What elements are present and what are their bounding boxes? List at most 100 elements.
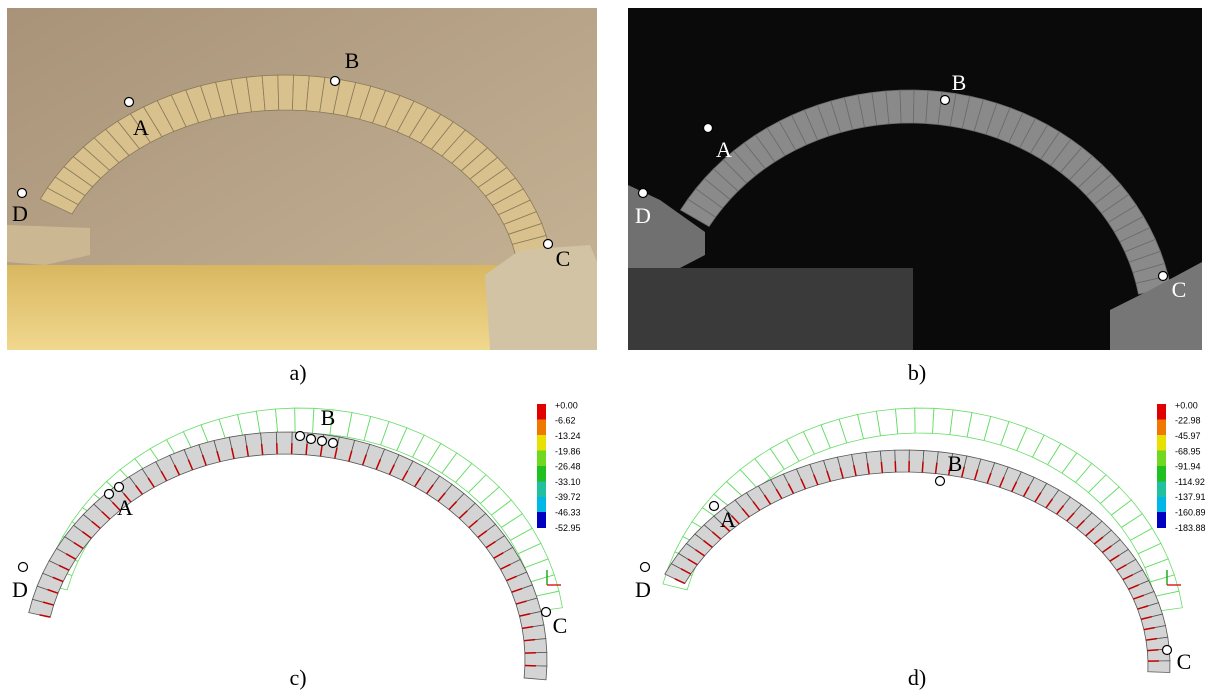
point-marker [544,240,553,249]
point-label: D [635,203,651,228]
point-marker [641,563,650,572]
point-marker [318,437,327,446]
legend-label: -114.92 [1175,477,1205,487]
point-marker [936,477,945,486]
legend-swatch [537,497,546,513]
voussoir [1100,487,1131,515]
voussoir [275,408,295,434]
voussoir [803,425,830,454]
legend-label: -52.95 [555,523,581,533]
panel-caption: b) [908,360,926,385]
point-label: C [556,246,571,271]
legend-swatch [1157,482,1166,498]
point-marker [19,563,28,572]
point-marker [331,77,340,86]
legend-label: -137.91 [1175,492,1206,502]
voussoir [468,475,499,504]
voussoir [262,75,279,111]
voussoir [1111,500,1142,527]
stress-line [306,444,307,455]
point-label: C [1177,649,1192,674]
point-marker [105,490,114,499]
legend-swatch [1157,466,1166,482]
voussoir [256,409,277,436]
point-label: A [117,495,133,520]
legend-swatch [537,466,546,482]
voussoir [915,408,934,433]
legend-swatch [537,435,546,451]
stress-line [262,444,263,455]
voussoir [524,666,547,680]
point-marker [1159,272,1168,281]
legend-label: -45.97 [1175,431,1201,441]
voussoir [347,413,371,441]
legend-label: -46.33 [555,507,581,517]
voussoir [442,453,472,482]
legend-label: -6.62 [555,416,576,426]
legend-label: -13.24 [555,431,581,441]
legend-swatch [537,451,546,467]
legend-swatch [537,420,546,436]
legend-label: +0.00 [1175,400,1198,410]
voussoir [909,450,924,472]
legend-label: +0.00 [555,400,578,410]
panel-caption: d) [908,665,926,690]
legend-swatch [537,482,546,498]
voussoir [839,415,863,443]
table [628,268,913,350]
point-marker [542,608,551,617]
point-label: B [948,451,963,476]
point-label: A [720,507,736,532]
voussoir [1062,453,1092,482]
voussoir [1148,661,1170,673]
stress-line [1147,650,1158,651]
panel-caption: a) [289,360,306,385]
point-marker [125,98,134,107]
voussoir [491,500,522,527]
legend-swatch [1157,512,1166,528]
voussoir [364,416,389,445]
point-marker [704,124,713,133]
legend-swatch [537,404,546,420]
point-label: D [635,577,651,602]
legend-swatch [1157,451,1166,467]
point-marker [115,483,124,492]
voussoir [886,90,901,124]
voussoir [525,652,547,666]
point-marker [18,189,27,198]
legend-swatch [1157,420,1166,436]
voussoir [984,416,1009,445]
legend-swatch [537,512,546,528]
legend-swatch [1157,404,1166,420]
voussoir [276,432,292,454]
point-marker [639,189,648,198]
legend-label: -26.48 [555,462,581,472]
voussoir [950,410,972,437]
voussoir [1138,543,1168,567]
stress-line [922,462,923,473]
legend-label: -39.72 [555,492,581,502]
legend-label: -91.94 [1175,462,1201,472]
legend-label: -160.89 [1175,507,1206,517]
voussoir [876,409,897,436]
legend-label: -183.88 [1175,523,1206,533]
legend-swatch [1157,435,1166,451]
point-marker [941,96,950,105]
voussoir [480,487,511,515]
voussoir [967,413,991,441]
figure: +0.00-6.62-13.24-19.86-26.48-33.10-39.72… [0,0,1210,693]
voussoir [895,450,910,472]
point-marker [329,439,338,448]
stress-line [524,640,535,641]
voussoir [821,419,847,448]
legend-label: -22.98 [1175,416,1201,426]
voussoir [933,408,953,434]
point-label: C [553,613,568,638]
stress-line [881,462,882,473]
point-label: A [716,137,732,162]
legend-label: -68.95 [1175,446,1201,456]
voussoir [278,75,294,110]
point-marker [1163,646,1172,655]
legend-label: -19.86 [555,446,581,456]
point-marker [307,435,316,444]
